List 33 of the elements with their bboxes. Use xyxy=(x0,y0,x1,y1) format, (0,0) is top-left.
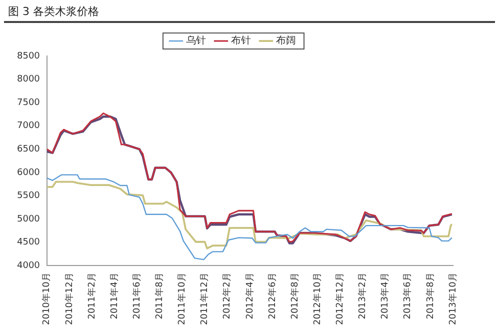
x-tick-label: 2013年6月 xyxy=(402,272,414,320)
y-tick-label: 6000 xyxy=(17,168,40,178)
y-tick-label: 8000 xyxy=(17,74,40,85)
y-tick-label: 6500 xyxy=(17,144,40,155)
x-tick-label: 2012年2月 xyxy=(222,272,233,320)
x-tick-label: 2012年12月 xyxy=(334,272,346,326)
x-tick-label: 2011年6月 xyxy=(131,272,142,320)
y-tick-label: 7500 xyxy=(17,98,40,108)
x-tick-label: 2010年10月 xyxy=(41,272,52,326)
x-tick-label: 2013年4月 xyxy=(380,272,391,320)
x-tick-label: 2013年8月 xyxy=(424,272,436,320)
x-tick-label: 2011年12月 xyxy=(199,272,210,326)
x-tick-label: 2012年6月 xyxy=(266,272,278,320)
y-tick-label: 4000 xyxy=(17,260,40,271)
x-tick-label: 2011年8月 xyxy=(154,272,166,320)
legend-label: 布针 xyxy=(231,34,251,47)
y-tick-label: 8500 xyxy=(17,51,40,62)
chart-title: 图 3 各类木浆价格 xyxy=(8,4,99,19)
y-tick-label: 5500 xyxy=(17,191,40,202)
legend-label: 乌针 xyxy=(186,34,206,47)
x-tick-label: 2011年10月 xyxy=(176,272,188,326)
legend-label: 布阔 xyxy=(276,34,296,47)
y-tick-label: 7000 xyxy=(17,121,40,132)
y-tick-label: 4500 xyxy=(17,238,40,248)
x-tick-label: 2012年8月 xyxy=(289,272,300,320)
y-tick-label: 5000 xyxy=(17,214,40,224)
x-tick-label: 2013年10月 xyxy=(447,272,458,326)
x-tick-label: 2012年4月 xyxy=(244,272,256,320)
x-tick-label: 2013年2月 xyxy=(357,272,368,320)
x-tick-label: 2012年10月 xyxy=(312,272,323,326)
x-tick-label: 2011年4月 xyxy=(108,272,120,320)
x-tick-label: 2011年2月 xyxy=(86,272,98,320)
x-tick-label: 2010年12月 xyxy=(64,272,75,326)
